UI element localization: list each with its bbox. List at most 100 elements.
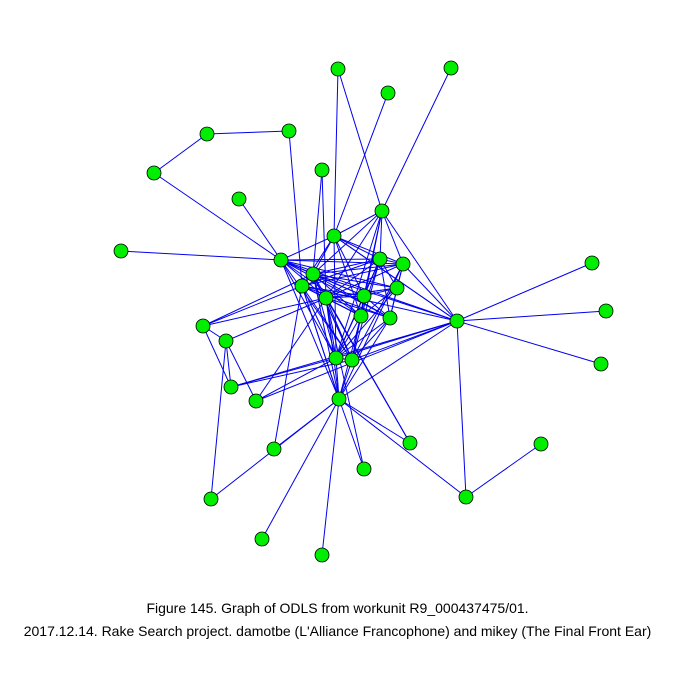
graph-edge — [402, 263, 458, 322]
graph-node — [223, 379, 239, 395]
graph-node — [353, 308, 369, 324]
graph-edge — [280, 259, 391, 319]
graph-node — [266, 441, 282, 457]
graph-node — [273, 252, 289, 268]
graph-node — [449, 313, 465, 329]
graph-edge — [273, 285, 303, 450]
graph-node — [389, 280, 405, 296]
graph-edge — [301, 285, 337, 359]
figure-caption-line-1: Figure 145. Graph of ODLS from workunit … — [146, 600, 529, 616]
graph-node — [326, 228, 342, 244]
figure-caption-line-2: 2017.12.14. Rake Search project. damotbe… — [23, 623, 652, 639]
graph-edge — [312, 273, 353, 361]
graph-edge — [225, 340, 257, 402]
graph-node — [533, 436, 549, 452]
graph-node — [584, 255, 600, 271]
graph-node — [372, 251, 388, 267]
graph-node — [231, 191, 247, 207]
graph-edge — [337, 68, 383, 212]
graph-edge — [456, 262, 593, 322]
graph-edge — [338, 398, 467, 498]
graph-edge — [280, 258, 381, 261]
graph-edge — [325, 297, 340, 400]
graph-node — [374, 203, 390, 219]
graph-edge — [230, 357, 337, 388]
graph-edge — [301, 285, 353, 361]
graph-edge — [465, 443, 542, 498]
graph-node — [402, 435, 418, 451]
graph-node — [254, 531, 270, 547]
graph-edge — [312, 169, 323, 275]
graph-edge — [230, 359, 353, 388]
graph-edge — [333, 92, 389, 237]
graph-node — [593, 356, 609, 372]
graph-node — [380, 85, 396, 101]
graph-edge — [381, 67, 452, 212]
graph-edge — [335, 315, 362, 359]
graph-node — [218, 333, 234, 349]
graph-edge — [238, 198, 282, 261]
node-layer — [113, 60, 614, 563]
graph-edge — [381, 210, 458, 322]
graph-node — [248, 393, 264, 409]
graph-edge — [351, 263, 404, 361]
graph-edge — [202, 297, 327, 327]
graph-edge — [338, 317, 391, 400]
graph-edge — [255, 297, 327, 402]
graph-edge — [338, 398, 411, 444]
graph-node — [146, 165, 162, 181]
graph-node — [318, 290, 334, 306]
graph-edge — [202, 325, 232, 388]
graph-edge — [312, 263, 404, 275]
graph-node — [281, 123, 297, 139]
graph-node — [330, 61, 346, 77]
graph-edge — [338, 398, 365, 470]
graph-edge — [153, 172, 282, 261]
graph-edge — [381, 210, 404, 265]
graph-edge — [333, 235, 404, 265]
graph-edge — [301, 258, 381, 287]
graph-edge — [301, 263, 404, 287]
graph-edge — [333, 210, 383, 237]
graph-edge — [333, 68, 339, 237]
graph-edge — [255, 357, 337, 402]
graph-canvas — [113, 60, 614, 563]
graph-edge — [312, 273, 398, 289]
graph-edge — [333, 235, 381, 260]
graph-edge — [202, 285, 303, 327]
graph-edge — [301, 285, 340, 400]
graph-node — [113, 243, 129, 259]
graph-edge — [153, 133, 208, 174]
graph-node — [356, 461, 372, 477]
graph-edge — [338, 320, 458, 400]
graph-node — [331, 391, 347, 407]
graph-edge — [321, 398, 340, 556]
graph-edge — [225, 297, 327, 342]
graph-edge — [321, 169, 327, 299]
graph-node — [443, 60, 459, 76]
graph-edge — [206, 130, 290, 135]
graph-edge — [333, 235, 362, 317]
graph-node — [195, 318, 211, 334]
graph-edge — [261, 398, 340, 540]
graph-edge — [225, 340, 232, 388]
graph-edge — [456, 320, 467, 498]
graph-edge — [210, 340, 227, 500]
graph-node — [294, 278, 310, 294]
graph-edge — [325, 297, 365, 470]
graph-node — [203, 491, 219, 507]
graph-node — [314, 547, 330, 563]
graph-node — [305, 266, 321, 282]
graph-node — [314, 162, 330, 178]
graph-edge — [280, 259, 340, 400]
graph-edge — [230, 320, 458, 388]
graph-edge — [280, 235, 335, 261]
graph-edge — [333, 235, 458, 322]
graph-edge — [335, 210, 383, 359]
graph-node — [598, 303, 614, 319]
graph-node — [199, 126, 215, 142]
graph-edge — [202, 273, 314, 327]
graph-edge — [360, 258, 381, 317]
graph-edge — [120, 250, 282, 261]
graph-edge — [301, 285, 391, 319]
